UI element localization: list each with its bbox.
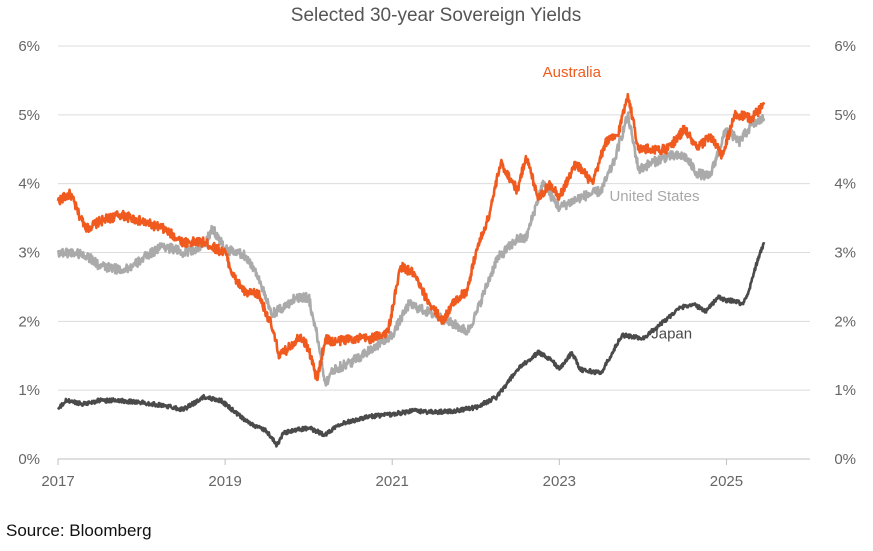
y-tick-label-left: 5% bbox=[18, 107, 40, 124]
x-tick-label: 2019 bbox=[208, 473, 241, 490]
y-tick-label-right: 0% bbox=[834, 451, 856, 468]
y-tick-label-left: 6% bbox=[18, 38, 40, 55]
gridlines bbox=[58, 45, 810, 460]
x-tick-label: 2017 bbox=[41, 473, 74, 490]
x-tick-label: 2023 bbox=[543, 473, 576, 490]
y-tick-label-right: 4% bbox=[834, 176, 856, 193]
y-tick-label-right: 3% bbox=[834, 245, 856, 262]
y-tick-label-right: 5% bbox=[834, 107, 856, 124]
y-tick-label-right: 1% bbox=[834, 382, 856, 399]
x-tick-label: 2021 bbox=[376, 473, 409, 490]
series-lines bbox=[56, 92, 766, 448]
series-label-australia: Australia bbox=[543, 64, 602, 81]
series-labels: Australia United States Japan bbox=[543, 64, 700, 343]
source-note: Source: Bloomberg bbox=[6, 521, 152, 540]
x-axis: 2017 2019 2021 2023 2025 bbox=[41, 459, 743, 490]
x-tick-label: 2025 bbox=[710, 473, 743, 490]
y-tick-label-left: 3% bbox=[18, 245, 40, 262]
y-tick-label-left: 2% bbox=[18, 313, 40, 330]
chart-title: Selected 30-year Sovereign Yields bbox=[291, 5, 581, 26]
y-tick-label-right: 2% bbox=[834, 313, 856, 330]
series-line-united-states bbox=[56, 111, 766, 387]
y-tick-label-left: 4% bbox=[18, 176, 40, 193]
y-tick-label-left: 1% bbox=[18, 382, 40, 399]
series-line-japan bbox=[57, 241, 766, 448]
y-tick-label-right: 6% bbox=[834, 38, 856, 55]
chart: Selected 30-year Sovereign Yields 2017 20… bbox=[18, 5, 856, 490]
y-axis-right: 0% 1% 2% 3% 4% 5% 6% bbox=[834, 38, 856, 468]
series-label-united-states: United States bbox=[609, 188, 699, 205]
series-line-australia bbox=[56, 92, 766, 382]
series-label-japan: Japan bbox=[651, 326, 692, 343]
y-axis-left: 0% 1% 2% 3% 4% 5% 6% bbox=[18, 38, 40, 468]
y-tick-label-left: 0% bbox=[18, 451, 40, 468]
